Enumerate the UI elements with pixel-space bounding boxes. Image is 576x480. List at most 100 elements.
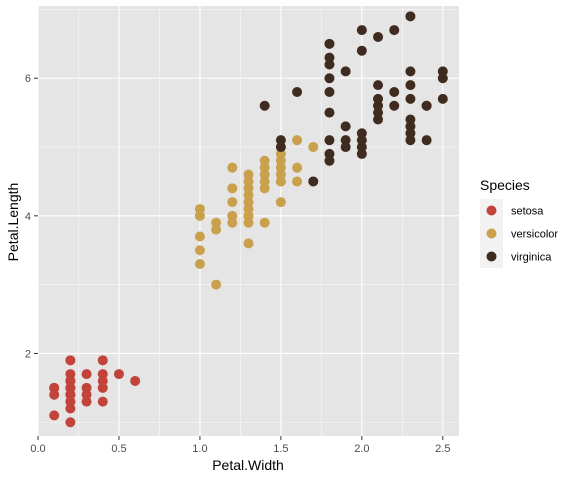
data-point-versicolor	[292, 135, 303, 146]
data-point-virginica	[340, 66, 351, 77]
minor-gridlines	[38, 6, 459, 436]
data-point-setosa	[65, 355, 76, 366]
data-point-virginica	[324, 148, 335, 159]
data-point-versicolor	[227, 217, 238, 228]
data-point-setosa	[81, 396, 92, 407]
data-point-virginica	[389, 100, 400, 111]
data-point-versicolor	[275, 176, 286, 187]
data-point-setosa	[65, 396, 76, 407]
legend: Species setosa versicolor virginica	[480, 177, 558, 268]
data-point-versicolor	[243, 197, 254, 208]
x-tick-label: 0.5	[111, 443, 126, 455]
data-point-virginica	[389, 25, 400, 36]
data-points	[49, 11, 448, 428]
data-point-virginica	[373, 31, 384, 42]
data-point-versicolor	[211, 224, 222, 235]
data-point-setosa	[65, 389, 76, 400]
data-point-versicolor	[292, 176, 303, 187]
data-point-setosa	[49, 410, 60, 421]
y-axis-title: Petal.Length	[5, 183, 21, 262]
data-point-virginica	[405, 135, 416, 146]
data-point-virginica	[405, 66, 416, 77]
data-point-versicolor	[227, 183, 238, 194]
data-point-setosa	[65, 375, 76, 386]
data-point-versicolor	[243, 169, 254, 180]
x-axis: 0.0 0.5 1.0 1.5 2.0 2.5	[30, 436, 450, 455]
data-point-versicolor	[308, 142, 319, 153]
x-axis-title: Petal.Width	[212, 457, 284, 473]
data-point-virginica	[324, 38, 335, 49]
data-point-virginica	[405, 93, 416, 104]
data-point-virginica	[356, 25, 367, 36]
data-point-setosa	[97, 396, 108, 407]
y-tick-label: 4	[25, 211, 31, 223]
data-point-versicolor	[259, 169, 270, 180]
data-point-virginica	[275, 142, 286, 153]
data-point-virginica	[437, 93, 448, 104]
data-point-versicolor	[194, 210, 205, 221]
data-point-virginica	[405, 121, 416, 132]
x-tick-label: 1.5	[273, 443, 288, 455]
data-point-versicolor	[243, 217, 254, 228]
data-point-virginica	[373, 100, 384, 111]
data-point-versicolor	[259, 176, 270, 187]
data-point-versicolor	[243, 238, 254, 249]
data-point-virginica	[405, 11, 416, 22]
data-point-versicolor	[243, 190, 254, 201]
data-point-virginica	[421, 135, 432, 146]
data-point-versicolor	[211, 217, 222, 228]
data-point-setosa	[97, 382, 108, 393]
data-point-virginica	[356, 148, 367, 159]
data-point-versicolor	[227, 162, 238, 173]
data-point-virginica	[373, 114, 384, 125]
data-point-virginica	[324, 107, 335, 118]
data-point-setosa	[81, 389, 92, 400]
data-point-setosa	[65, 417, 76, 428]
data-point-setosa	[49, 382, 60, 393]
data-point-versicolor	[275, 169, 286, 180]
legend-title: Species	[480, 177, 530, 193]
data-point-versicolor	[292, 162, 303, 173]
x-tick-label: 2.0	[354, 443, 369, 455]
data-point-virginica	[356, 135, 367, 146]
data-point-virginica	[324, 155, 335, 166]
data-point-virginica	[356, 128, 367, 139]
data-point-versicolor	[259, 217, 270, 228]
x-tick-label: 0.0	[30, 443, 45, 455]
data-point-versicolor	[243, 203, 254, 214]
data-point-setosa	[65, 369, 76, 380]
data-point-versicolor	[194, 259, 205, 269]
data-point-versicolor	[275, 162, 286, 173]
legend-label-versicolor: versicolor	[511, 229, 558, 241]
data-point-versicolor	[243, 183, 254, 194]
legend-swatch-setosa	[486, 205, 497, 216]
y-tick-label: 2	[25, 348, 31, 360]
data-point-versicolor	[275, 155, 286, 166]
data-point-virginica	[373, 107, 384, 118]
data-point-virginica	[324, 73, 335, 84]
x-tick-label: 1.0	[192, 443, 207, 455]
data-point-virginica	[373, 80, 384, 91]
data-point-virginica	[324, 87, 335, 97]
data-point-virginica	[340, 121, 351, 132]
data-point-virginica	[373, 93, 384, 104]
data-point-virginica	[340, 142, 351, 153]
data-point-setosa	[97, 369, 108, 380]
legend-swatch-versicolor	[486, 228, 497, 239]
data-point-virginica	[405, 128, 416, 139]
data-point-virginica	[259, 100, 270, 111]
data-point-versicolor	[259, 162, 270, 173]
data-point-virginica	[405, 114, 416, 125]
data-point-versicolor	[227, 197, 238, 208]
data-point-virginica	[437, 66, 448, 77]
major-gridlines	[37, 6, 459, 436]
data-point-setosa	[49, 389, 60, 400]
data-point-virginica	[421, 100, 432, 111]
data-point-versicolor	[243, 210, 254, 221]
data-point-versicolor	[194, 245, 205, 256]
data-point-versicolor	[227, 210, 238, 221]
data-point-versicolor	[243, 176, 254, 187]
data-point-virginica	[437, 73, 448, 84]
data-point-virginica	[356, 142, 367, 153]
